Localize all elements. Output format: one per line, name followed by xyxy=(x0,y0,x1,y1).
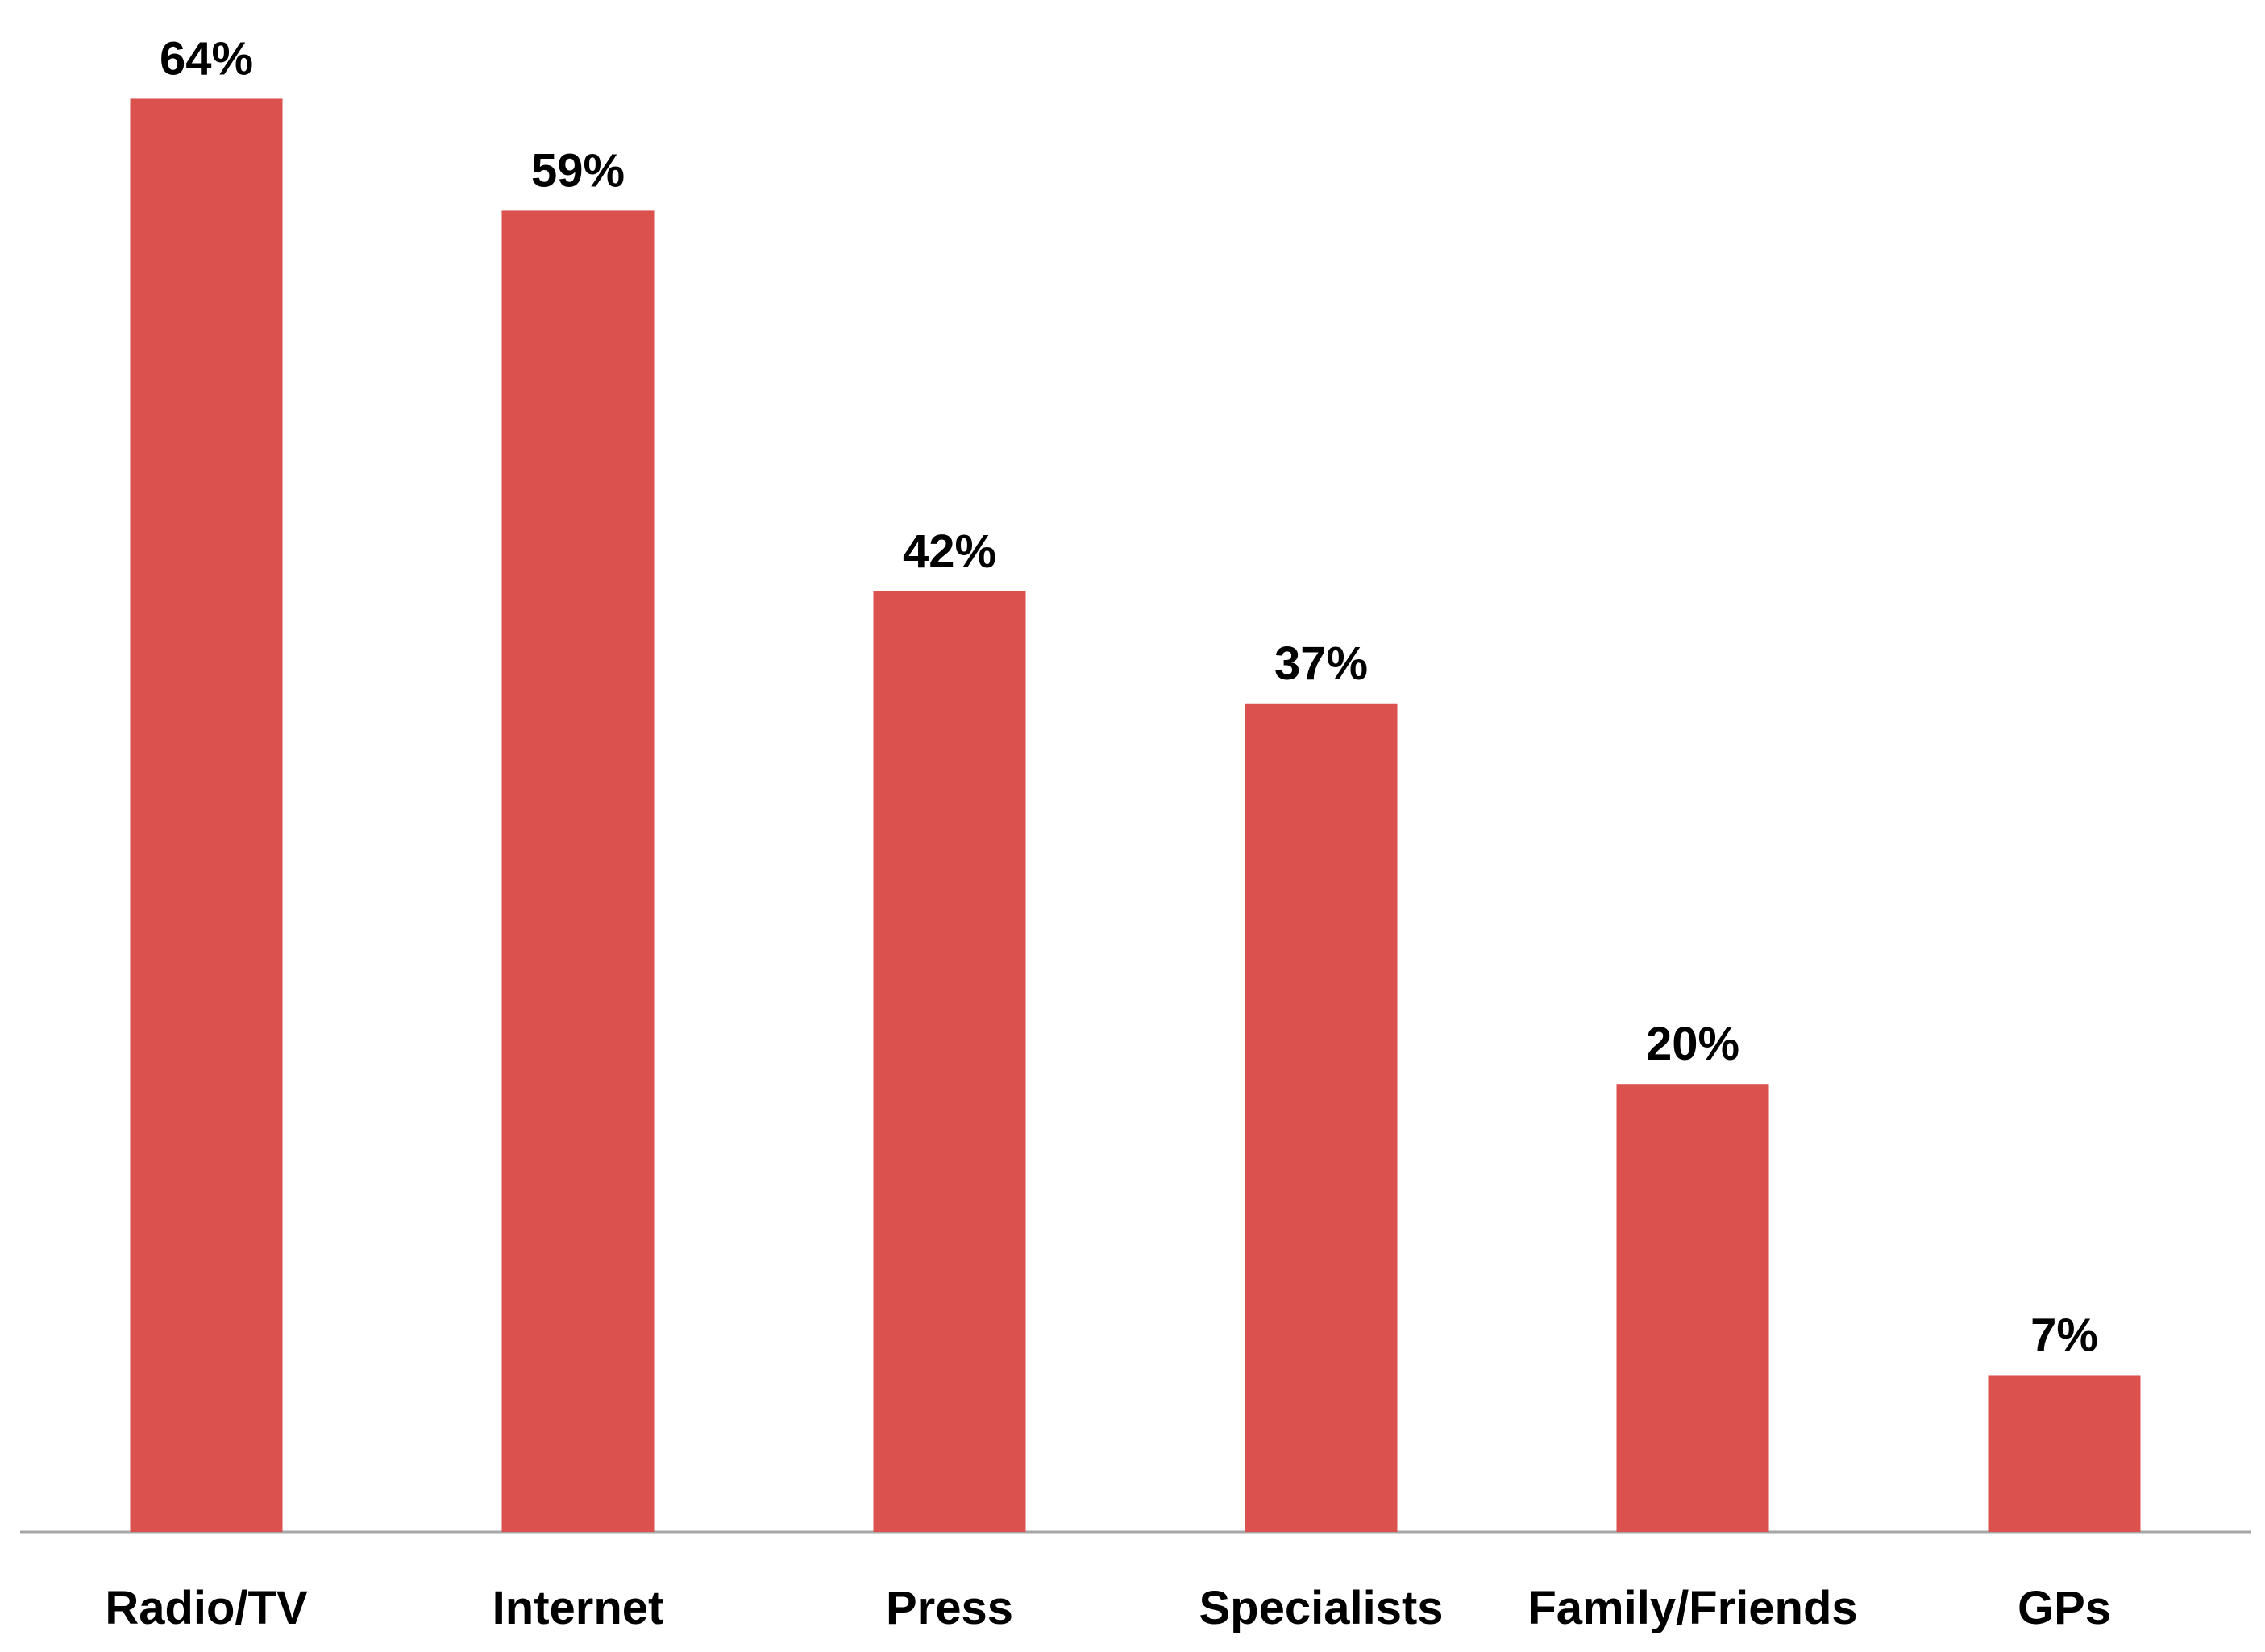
bar xyxy=(1988,1375,2141,1532)
x-tick-label: GPs xyxy=(2018,1582,2111,1634)
x-tick-label: Specialists xyxy=(1199,1582,1443,1634)
x-tick-label: Press xyxy=(886,1582,1013,1634)
data-label: 64% xyxy=(160,32,253,85)
data-label: 42% xyxy=(903,525,996,578)
data-label: 20% xyxy=(1646,1018,1739,1070)
x-tick-label: Internet xyxy=(492,1582,664,1634)
bar xyxy=(1616,1084,1769,1532)
bar xyxy=(1245,703,1398,1532)
data-label: 7% xyxy=(2030,1309,2098,1361)
x-tick-label: Family/Friends xyxy=(1527,1582,1857,1634)
data-label: 59% xyxy=(531,144,625,197)
x-tick-label: Radio/TV xyxy=(105,1582,308,1634)
data-label: 37% xyxy=(1274,637,1368,690)
bar xyxy=(130,98,283,1533)
bar xyxy=(873,591,1026,1532)
bar xyxy=(501,210,655,1532)
